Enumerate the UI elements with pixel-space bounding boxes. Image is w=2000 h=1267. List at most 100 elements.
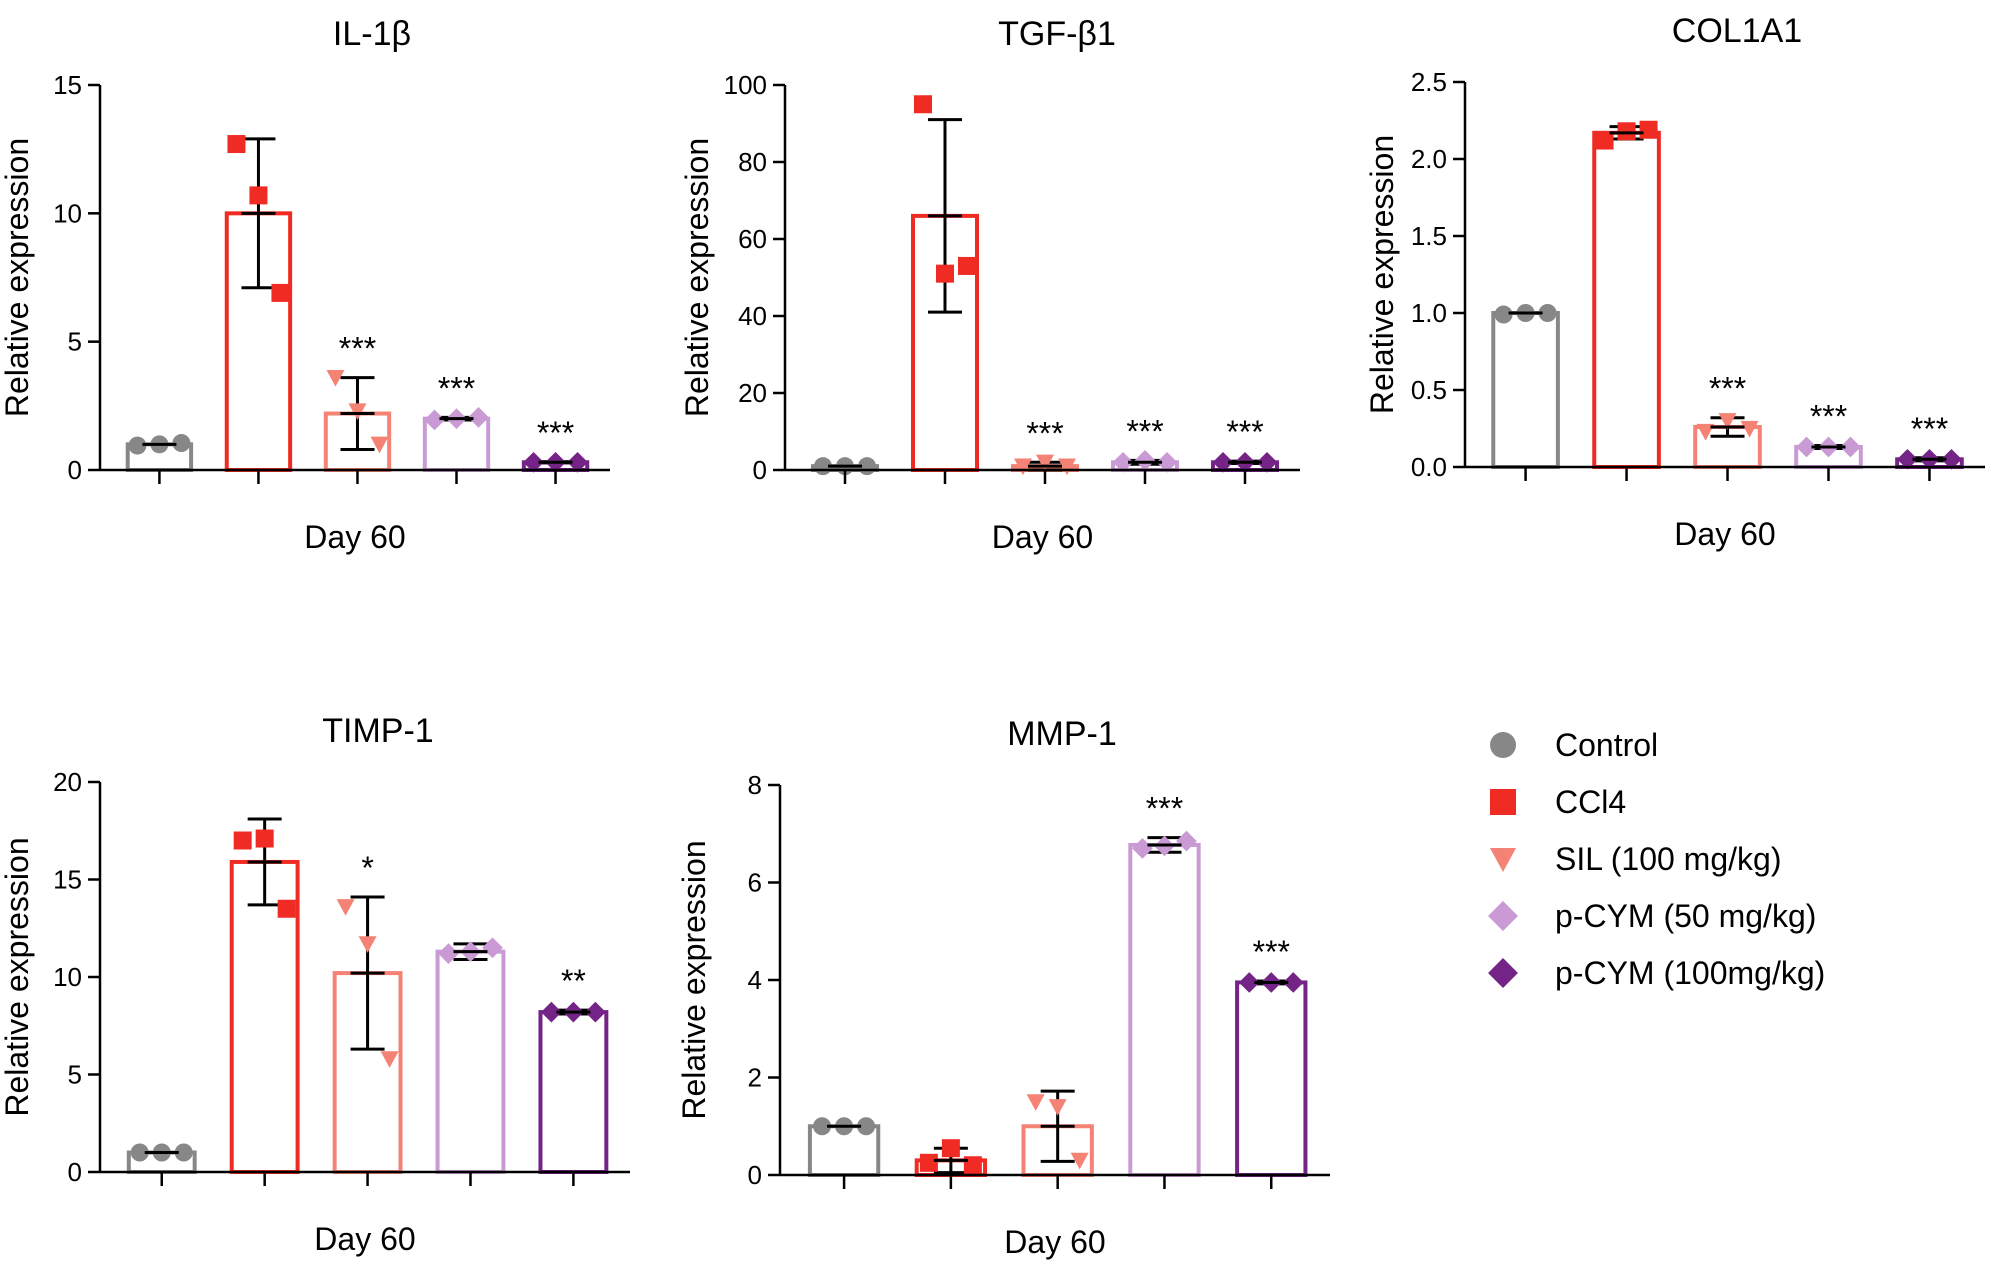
data-point-ccl4: [255, 829, 274, 848]
y-tick-label: 20: [53, 767, 82, 797]
significance-label: ***: [1126, 413, 1163, 449]
data-point-ccl4: [1617, 122, 1636, 141]
y-tick-label: 100: [724, 70, 767, 100]
chart-title: TIMP-1: [322, 712, 433, 750]
data-point-pcym50: [424, 409, 445, 431]
y-tick-label: 0: [753, 455, 767, 485]
data-point-pcym100: [567, 451, 588, 473]
data-point-ccl4: [271, 283, 290, 302]
data-point-sil: [1058, 458, 1076, 476]
data-point-pcym50: [1796, 436, 1817, 458]
legend-label-sil: SIL (100 mg/kg): [1555, 841, 1781, 877]
y-tick-label: 2.5: [1411, 67, 1447, 97]
y-tick-label: 20: [738, 378, 767, 408]
legend-label-pcym50: p-CYM (50 mg/kg): [1555, 898, 1816, 934]
legend-marker-ccl4: [1490, 789, 1516, 815]
chart-panel-2: TGF-β1 Relative expression Day 60 *** *** ***…: [679, 15, 1300, 555]
chart-title: COL1A1: [1672, 12, 1802, 50]
data-point-ccl4: [963, 1156, 982, 1175]
data-point-control: [1494, 305, 1513, 324]
y-axis-label: Relative expression: [676, 840, 712, 1119]
data-point-pcym100: [1256, 451, 1278, 473]
data-point-sil: [348, 403, 367, 420]
data-point-pcym50: [1112, 451, 1134, 473]
data-point-sil: [380, 1051, 399, 1068]
data-point-sil: [1696, 423, 1715, 441]
chart-panel-1: IL-1β Relative expression Day 60 *** *** *** 0…: [0, 15, 610, 555]
bar-control: [1491, 311, 1560, 469]
chart-panel-5: MMP-1 Relative expression Day 60 *** *** 0 2 4 6…: [676, 715, 1330, 1260]
significance-label: ***: [1226, 414, 1263, 450]
data-point-ccl4: [1639, 120, 1658, 139]
x-axis-label: Day 60: [314, 1221, 415, 1257]
data-point-pcym50: [1134, 450, 1156, 471]
bar-pcym50: [1128, 842, 1201, 1178]
data-point-control: [172, 434, 191, 453]
y-tick-label: 10: [53, 962, 82, 992]
chart-title: MMP-1: [1007, 715, 1117, 753]
y-tick-label: 0.5: [1411, 375, 1447, 405]
significance-label: ***: [339, 331, 376, 367]
legend: Control CCl4 SIL (100 mg/kg) p-CYM (50 mg/k…: [1488, 727, 1825, 991]
data-point-sil: [336, 899, 355, 916]
data-point-sil: [1036, 454, 1054, 472]
data-point-ccl4: [936, 264, 954, 283]
data-point-pcym100: [1897, 448, 1918, 470]
data-point-pcym50: [438, 943, 459, 964]
x-axis-label: Day 60: [1004, 1224, 1105, 1260]
x-axis-label: Day 60: [1674, 516, 1775, 552]
y-tick-label: 40: [738, 301, 767, 331]
data-point-pcym100: [1238, 972, 1260, 993]
legend-marker-pcym50: [1488, 901, 1518, 931]
y-tick-label: 60: [738, 224, 767, 254]
data-point-ccl4: [958, 256, 976, 275]
data-point-pcym100: [585, 1001, 606, 1023]
y-axis-label: Relative expression: [0, 138, 35, 417]
data-point-sil: [1014, 458, 1032, 476]
data-point-ccl4: [227, 135, 246, 154]
y-tick-label: 5: [68, 1060, 82, 1090]
data-point-control: [813, 1117, 832, 1136]
y-tick-label: 4: [748, 965, 762, 995]
data-point-sil: [1048, 1099, 1067, 1116]
y-tick-label: 15: [53, 70, 82, 100]
y-tick-label: 6: [748, 868, 762, 898]
data-point-ccl4: [941, 1139, 960, 1158]
y-tick-label: 2.0: [1411, 144, 1447, 174]
y-tick-label: 2: [748, 1063, 762, 1093]
data-point-ccl4: [233, 831, 252, 850]
x-axis-label: Day 60: [304, 519, 405, 555]
data-point-pcym100: [523, 451, 544, 473]
data-point-sil: [358, 936, 377, 953]
data-point-pcym50: [1176, 830, 1197, 852]
bar-pcym100: [1235, 980, 1308, 1177]
y-tick-label: 0: [68, 455, 82, 485]
data-point-ccl4: [914, 95, 932, 114]
data-point-ccl4: [277, 899, 296, 918]
data-point-pcym100: [1282, 972, 1304, 993]
y-tick-label: 5: [68, 327, 82, 357]
y-tick-label: 1.5: [1411, 221, 1447, 251]
data-point-sil: [1740, 420, 1759, 438]
significance-label: ***: [1253, 934, 1290, 970]
data-point-ccl4: [919, 1153, 938, 1172]
data-point-pcym50: [1840, 436, 1861, 458]
y-tick-label: 1.0: [1411, 298, 1447, 328]
legend-marker-sil: [1490, 847, 1516, 872]
data-point-pcym50: [468, 407, 489, 428]
legend-marker-pcym100: [1488, 958, 1518, 988]
data-point-ccl4: [249, 186, 268, 205]
data-point-sil: [370, 436, 389, 454]
significance-label: ***: [1911, 411, 1948, 447]
data-point-control: [174, 1143, 193, 1162]
y-tick-label: 0.0: [1411, 452, 1447, 482]
data-point-ccl4: [1595, 131, 1614, 150]
legend-marker-control: [1490, 732, 1516, 758]
data-point-pcym50: [482, 937, 503, 959]
data-point-control: [1538, 304, 1557, 322]
data-point-pcym100: [1941, 448, 1962, 470]
y-tick-label: 0: [68, 1157, 82, 1187]
y-axis-label: Relative expression: [679, 138, 715, 417]
